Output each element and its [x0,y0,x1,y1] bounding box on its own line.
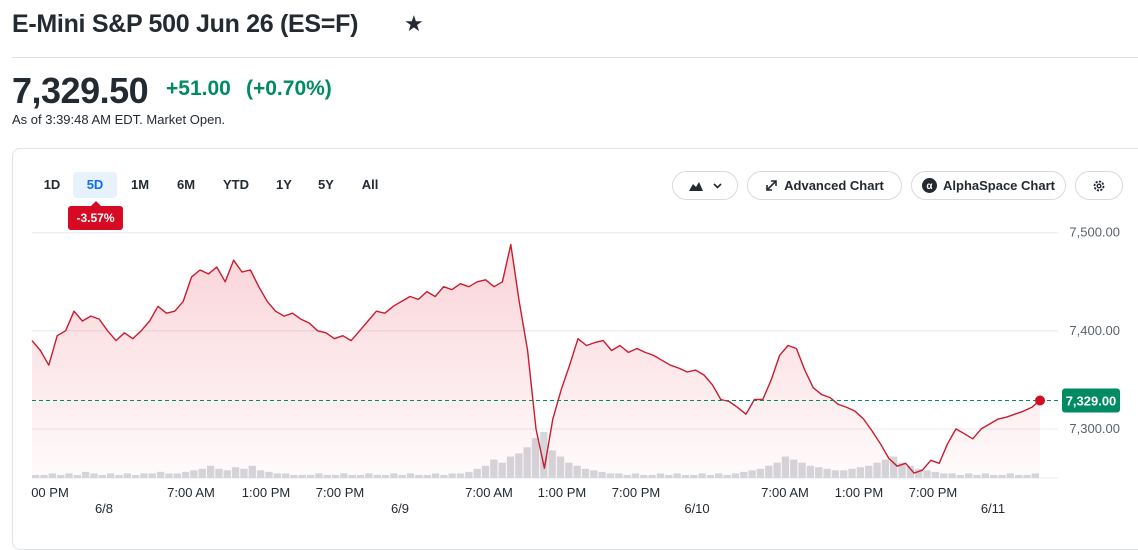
page-title: E-Mini S&P 500 Jun 26 (ES=F) [12,10,359,38]
expand-icon [765,179,778,192]
range-tab-1m[interactable]: 1M [130,177,150,192]
chevron-down-icon [712,182,722,189]
chart-type-button[interactable] [672,171,738,200]
quote-price: 7,329.50 [12,70,149,111]
header-divider [12,57,1138,58]
alphaspace-chart-label: AlphaSpace Chart [943,178,1055,193]
range-change-badge: -3.57% [68,201,123,230]
advanced-chart-label: Advanced Chart [784,178,884,193]
mountain-chart-icon [688,181,703,191]
range-tab-5d[interactable]: 5D [73,172,117,198]
range-tab-ytd[interactable]: YTD [223,177,249,192]
alphaspace-chart-button[interactable]: α AlphaSpace Chart [911,171,1066,200]
quote-change: +51.00 [166,77,231,100]
range-tab-5y[interactable]: 5Y [318,177,334,192]
quote-timestamp: As of 3:39:48 AM EDT. Market Open. [12,112,226,127]
advanced-chart-button[interactable]: Advanced Chart [747,171,902,200]
range-tab-1y[interactable]: 1Y [276,177,292,192]
chart-card [12,148,1138,550]
gear-icon [1092,179,1106,193]
range-tab-6m[interactable]: 6M [176,177,196,192]
alphaspace-logo-icon: α [922,178,937,193]
svg-text:α: α [926,181,933,192]
star-icon[interactable]: ★ [404,11,424,36]
chart-settings-button[interactable] [1075,171,1123,200]
quote-change-percent: (+0.70%) [246,77,332,100]
range-tab-all[interactable]: All [361,177,379,192]
range-tab-1d[interactable]: 1D [43,177,61,192]
